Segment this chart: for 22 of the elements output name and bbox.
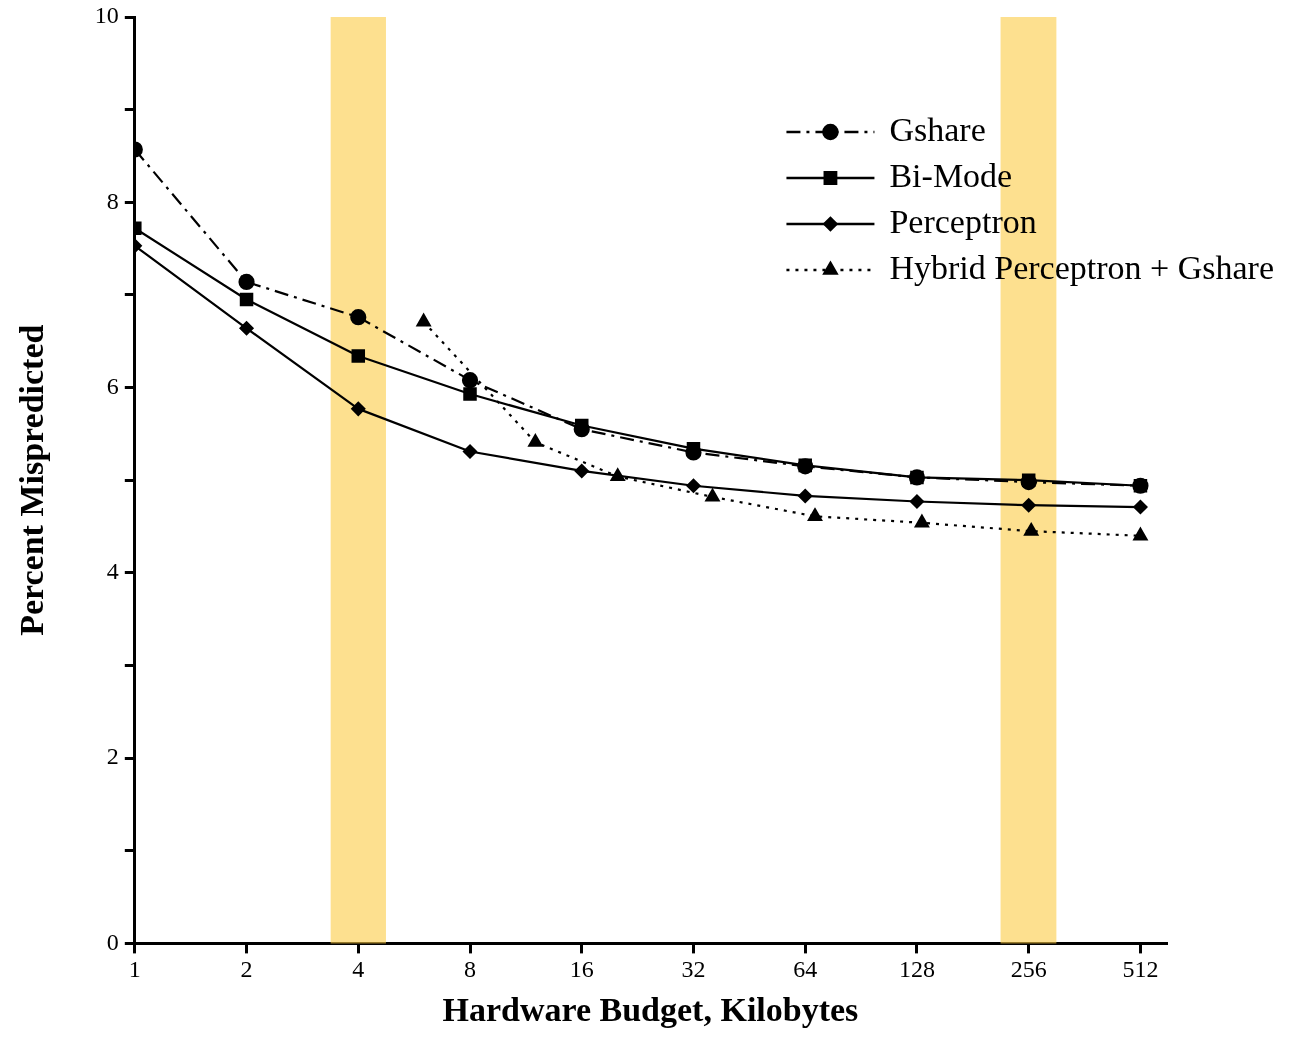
x-tick-label: 512 bbox=[1122, 956, 1159, 983]
x-tick-label: 256 bbox=[1010, 956, 1047, 983]
x-tick-label: 8 bbox=[464, 956, 477, 983]
x-tick-label: 1 bbox=[128, 956, 141, 983]
legend-label: Hybrid Perceptron + Gshare bbox=[889, 248, 1274, 286]
y-tick-label: 2 bbox=[106, 743, 119, 770]
x-tick-label: 64 bbox=[793, 956, 818, 983]
y-tick-label: 0 bbox=[106, 928, 119, 955]
x-tick-label: 2 bbox=[240, 956, 253, 983]
y-tick-label: 4 bbox=[106, 558, 119, 585]
legend-label: Bi-Mode bbox=[889, 156, 1013, 194]
x-tick-label: 128 bbox=[898, 956, 935, 983]
y-tick-label: 10 bbox=[94, 2, 119, 29]
y-tick-label: 8 bbox=[106, 187, 119, 214]
x-tick-label: 32 bbox=[681, 956, 706, 983]
y-axis-title: Percent Mispredicted bbox=[13, 324, 51, 636]
legend-label: Gshare bbox=[889, 110, 986, 148]
y-tick-label: 6 bbox=[106, 372, 119, 399]
x-axis-title: Hardware Budget, Kilobytes bbox=[442, 991, 859, 1029]
x-tick-label: 4 bbox=[352, 956, 365, 983]
x-tick-label: 16 bbox=[569, 956, 594, 983]
legend-label: Perceptron bbox=[889, 202, 1037, 240]
